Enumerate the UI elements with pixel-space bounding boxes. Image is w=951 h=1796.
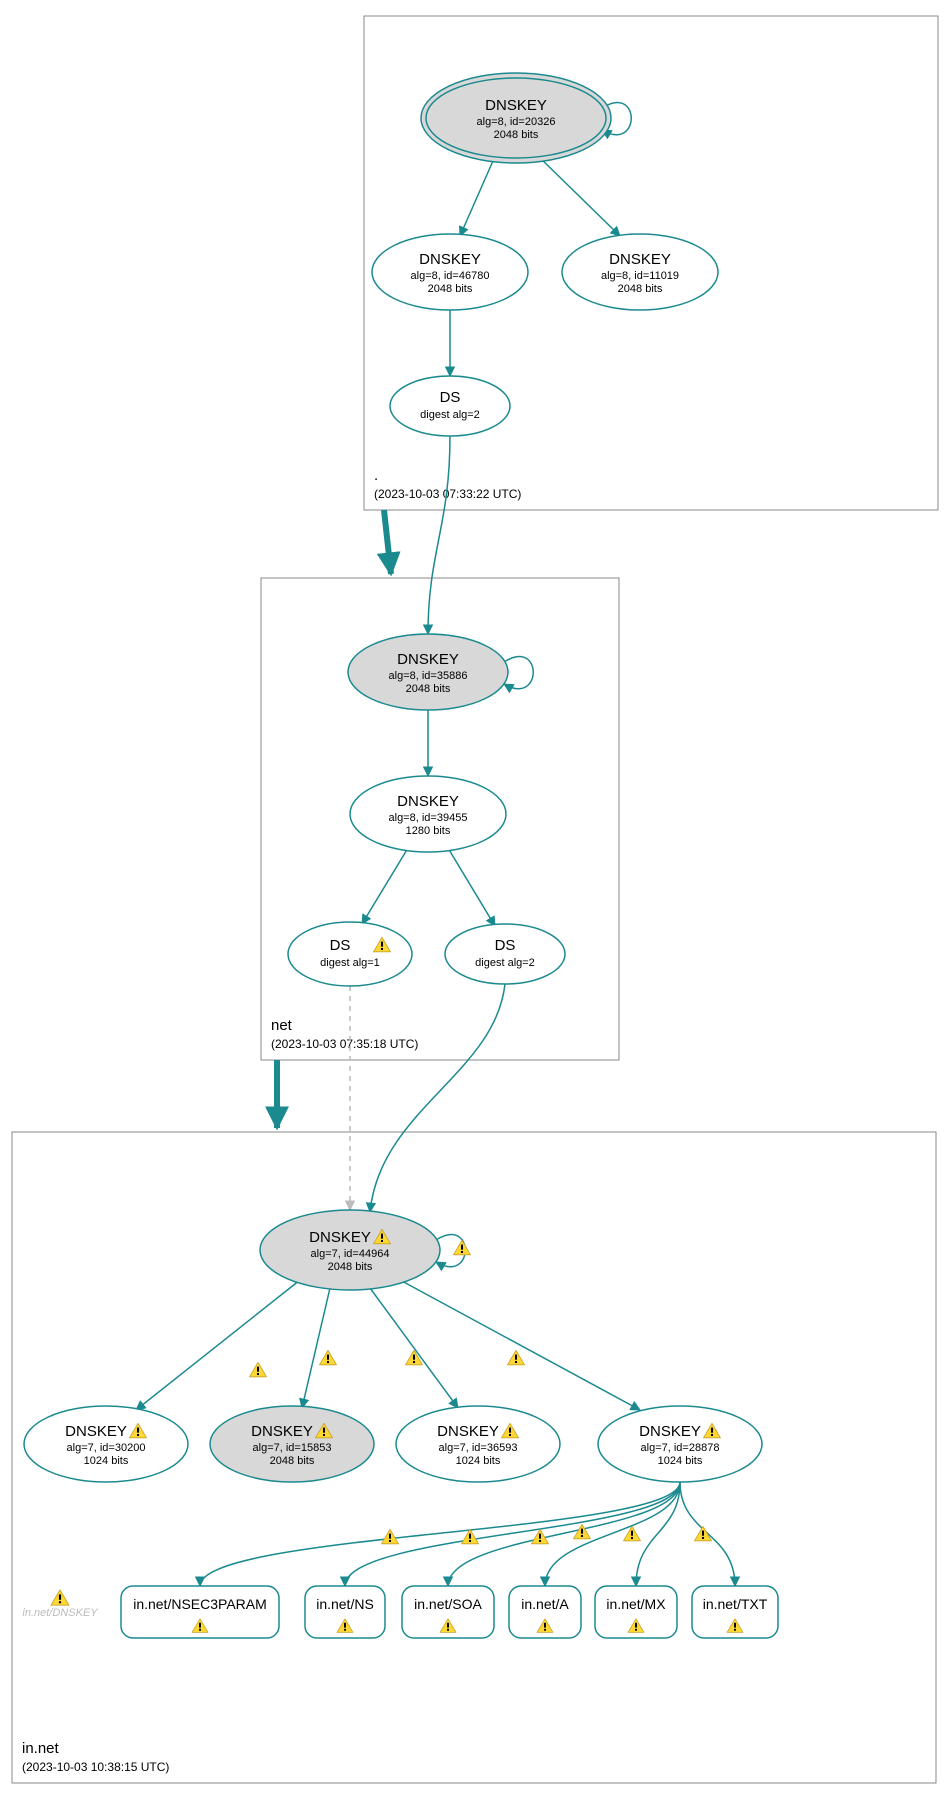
svg-text:in.net/NSEC3PARAM: in.net/NSEC3PARAM [133, 1596, 267, 1612]
svg-text:DNSKEY: DNSKEY [397, 793, 459, 810]
node-in_zsk3: DNSKEY alg=7, id=365931024 bits [396, 1406, 560, 1482]
node-root_ksk: DNSKEY alg=8, id=203262048 bits [421, 73, 611, 163]
edge [370, 1288, 458, 1408]
dnssec-diagram: .(2023-10-03 07:33:22 UTC)net(2023-10-03… [0, 0, 951, 1796]
warning-icon [320, 1350, 337, 1364]
edge [200, 1482, 680, 1586]
svg-text:in.net/A: in.net/A [521, 1596, 569, 1612]
warning-icon [695, 1526, 712, 1540]
warning-icon [382, 1529, 399, 1543]
svg-text:alg=7, id=30200: alg=7, id=30200 [67, 1442, 146, 1454]
warning-icon [250, 1362, 267, 1376]
svg-text:alg=8, id=20326: alg=8, id=20326 [477, 116, 556, 128]
svg-text:alg=8, id=39455: alg=8, id=39455 [389, 812, 468, 824]
edge [362, 848, 408, 924]
svg-text:DNSKEY: DNSKEY [251, 1423, 313, 1440]
svg-text:2048 bits: 2048 bits [494, 129, 539, 141]
svg-text:in.net/TXT: in.net/TXT [703, 1596, 768, 1612]
svg-text:in.net/SOA: in.net/SOA [414, 1596, 482, 1612]
edge [448, 848, 495, 926]
svg-text:in.net/MX: in.net/MX [606, 1596, 666, 1612]
node-root_ds: DS digest alg=2 [390, 376, 510, 436]
svg-text:1024 bits: 1024 bits [84, 1455, 129, 1467]
svg-text:digest alg=2: digest alg=2 [475, 957, 535, 969]
svg-text:DS: DS [495, 937, 516, 954]
edge [302, 1288, 330, 1408]
warning-icon [51, 1590, 69, 1605]
svg-text:DS: DS [330, 937, 351, 954]
svg-text:2048 bits: 2048 bits [618, 283, 663, 295]
node-net_ds1: DS digest alg=1 [288, 922, 412, 986]
edge [536, 154, 620, 236]
svg-text:(2023-10-03 10:38:15 UTC): (2023-10-03 10:38:15 UTC) [22, 1760, 169, 1774]
svg-text:DNSKEY: DNSKEY [639, 1423, 701, 1440]
node-net_zsk: DNSKEY alg=8, id=394551280 bits [350, 776, 506, 852]
node-net_ksk: DNSKEY alg=8, id=358862048 bits [348, 634, 508, 710]
warning-icon [462, 1529, 479, 1543]
svg-text:in.net/DNSKEY: in.net/DNSKEY [22, 1607, 98, 1619]
svg-text:DS: DS [440, 389, 461, 406]
node-in_zsk1: DNSKEY alg=7, id=302001024 bits [24, 1406, 188, 1482]
svg-text:net: net [271, 1017, 293, 1034]
warning-icon [508, 1350, 525, 1364]
svg-text:digest alg=2: digest alg=2 [420, 409, 480, 421]
svg-text:DNSKEY: DNSKEY [419, 251, 481, 268]
warning-icon [406, 1350, 423, 1364]
warning-icon [454, 1240, 471, 1254]
svg-text:alg=7, id=28878: alg=7, id=28878 [641, 1442, 720, 1454]
warning-icon [574, 1524, 591, 1538]
node-in_ksk: DNSKEY alg=7, id=449642048 bits [260, 1210, 440, 1290]
node-root_zsk1: DNSKEY alg=8, id=467802048 bits [372, 234, 528, 310]
svg-text:1024 bits: 1024 bits [658, 1455, 703, 1467]
svg-text:DNSKEY: DNSKEY [437, 1423, 499, 1440]
svg-text:alg=8, id=11019: alg=8, id=11019 [601, 270, 679, 282]
zone-arrow-root-net [384, 510, 391, 574]
svg-text:alg=8, id=35886: alg=8, id=35886 [389, 670, 468, 682]
svg-text:2048 bits: 2048 bits [328, 1261, 373, 1273]
svg-text:alg=8, id=46780: alg=8, id=46780 [411, 270, 490, 282]
svg-text:alg=7, id=36593: alg=7, id=36593 [439, 1442, 518, 1454]
svg-text:(2023-10-03 07:35:18 UTC): (2023-10-03 07:35:18 UTC) [271, 1037, 418, 1051]
svg-text:DNSKEY: DNSKEY [309, 1229, 371, 1246]
edge [370, 984, 505, 1212]
svg-text:1024 bits: 1024 bits [456, 1455, 501, 1467]
svg-text:in.net: in.net [22, 1740, 60, 1757]
node-in_zsk2: DNSKEY alg=7, id=158532048 bits [210, 1406, 374, 1482]
node-net_ds2: DS digest alg=2 [445, 924, 565, 984]
svg-text:2048 bits: 2048 bits [406, 683, 451, 695]
node-in_zsk4: DNSKEY alg=7, id=288781024 bits [598, 1406, 762, 1482]
svg-text:alg=7, id=15853: alg=7, id=15853 [253, 1442, 332, 1454]
svg-text:2048 bits: 2048 bits [270, 1455, 315, 1467]
svg-text:DNSKEY: DNSKEY [397, 651, 459, 668]
svg-text:in.net/NS: in.net/NS [316, 1596, 374, 1612]
svg-text:DNSKEY: DNSKEY [609, 251, 671, 268]
edge [545, 1482, 680, 1586]
svg-text:.: . [374, 467, 378, 484]
svg-text:DNSKEY: DNSKEY [65, 1423, 127, 1440]
node-root_zsk2: DNSKEY alg=8, id=110192048 bits [562, 234, 718, 310]
svg-text:alg=7, id=44964: alg=7, id=44964 [311, 1248, 390, 1260]
svg-text:1280 bits: 1280 bits [406, 825, 451, 837]
edge [460, 154, 496, 236]
edge [400, 1280, 640, 1410]
svg-text:2048 bits: 2048 bits [428, 283, 473, 295]
edge [136, 1280, 300, 1410]
edge [636, 1482, 680, 1586]
svg-text:digest alg=1: digest alg=1 [320, 957, 380, 969]
edge [428, 436, 450, 634]
svg-text:DNSKEY: DNSKEY [485, 97, 547, 114]
edge [448, 1482, 680, 1586]
